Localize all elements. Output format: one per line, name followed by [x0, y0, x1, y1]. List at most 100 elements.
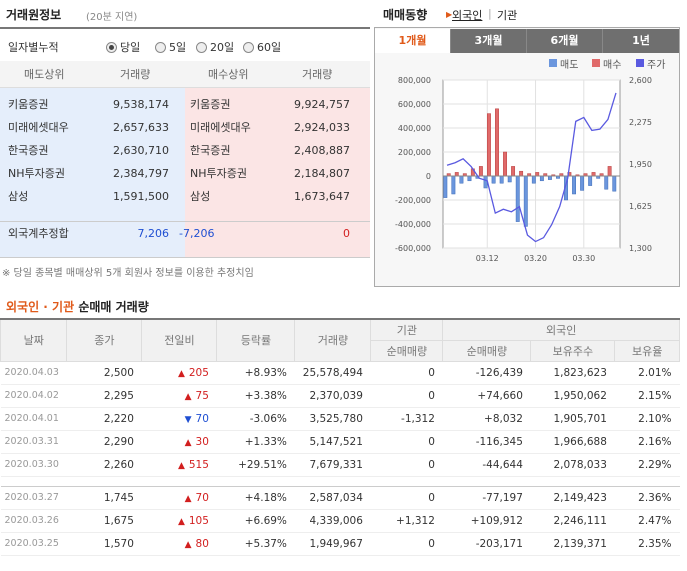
cell-date: 2020.04.03	[0, 361, 67, 385]
period-radio-1d[interactable]: 당일	[106, 39, 140, 55]
cell-foreign-net: -116,345	[442, 430, 531, 454]
header-foreign-ratio: 보유율	[614, 340, 680, 362]
buy-bar	[478, 166, 483, 177]
sell-bar	[604, 175, 609, 190]
radio-icon[interactable]	[155, 41, 166, 53]
y-right-tick-label: 2,600	[629, 76, 652, 85]
cell-change: ▲ 515	[141, 453, 217, 477]
foreign-sum-buy: 0	[343, 227, 350, 240]
cell-close: 2,295	[66, 384, 142, 408]
y-right-tick-label: 2,275	[629, 118, 652, 127]
link-separator: |	[488, 7, 492, 20]
cell-change: ▲ 75	[141, 384, 217, 408]
cell-foreign-ratio: 2.15%	[614, 384, 680, 408]
buy-bar	[454, 172, 459, 177]
sell-bar	[467, 175, 472, 182]
cell-close: 1,745	[66, 486, 142, 510]
cell-foreign-hold: 2,246,111	[530, 509, 615, 533]
tab-3month[interactable]: 3개월	[451, 29, 527, 53]
y-left-tick-label: 600,000	[398, 100, 431, 109]
y-left-tick-label: -600,000	[395, 244, 431, 253]
legend-sell-swatch	[549, 59, 557, 67]
radio-checked-icon[interactable]	[106, 41, 117, 53]
institution-link[interactable]: 기관	[497, 9, 518, 22]
cell-foreign-hold: 1,905,701	[530, 407, 615, 431]
legend-buy: 매수	[603, 60, 622, 71]
y-right-tick-label: 1,300	[629, 244, 652, 253]
cell-foreign-ratio: 2.29%	[614, 453, 680, 477]
header-foreign-net: 순매매량	[442, 340, 532, 362]
cell-volume: 7,679,331	[294, 453, 371, 477]
trend-title: 매매동향	[383, 8, 428, 22]
header-foreign-hold: 보유주수	[530, 340, 616, 362]
header-sell-volume: 거래량	[120, 68, 151, 81]
legend-buy-swatch	[592, 59, 600, 67]
cell-rate: +8.93%	[216, 361, 295, 385]
cell-close: 1,570	[66, 532, 142, 556]
y-left-tick-label: -400,000	[395, 220, 431, 229]
sell-bar	[483, 175, 488, 189]
y-left-tick-label: 0	[426, 172, 431, 181]
net-trading-body: 2020.04.03 2,500 ▲ 205 +8.93% 25,578,494 0 -126…	[0, 361, 680, 556]
legend-price: 주가	[647, 60, 666, 71]
header-sell-top: 매도상위	[24, 68, 65, 81]
period-radio-60d[interactable]: 60일	[243, 39, 281, 55]
buy-bar	[495, 108, 499, 177]
cell-foreign-net: +74,660	[442, 384, 531, 408]
radio-icon[interactable]	[196, 41, 207, 53]
period-radio-5d[interactable]: 5일	[155, 39, 186, 55]
table-row: 2020.03.26 1,675 ▲ 105 +6.69% 4,339,006 +1,312…	[0, 509, 680, 533]
sell-bar	[459, 175, 464, 184]
header-buy-volume: 거래량	[302, 68, 333, 81]
buy-bar	[487, 113, 491, 177]
cell-close: 1,675	[66, 509, 142, 533]
header-rate: 등락률	[216, 318, 296, 362]
cell-volume: 4,339,006	[294, 509, 371, 533]
triangle-up-icon: ▲	[184, 539, 192, 550]
radio-icon[interactable]	[243, 41, 254, 53]
tab-6month[interactable]: 6개월	[527, 29, 603, 53]
sell-bar	[572, 175, 577, 195]
buy-bar	[519, 170, 524, 177]
triangle-up-icon: ▲	[184, 493, 192, 504]
cell-foreign-ratio: 2.01%	[614, 361, 680, 385]
cell-foreign-net: -203,171	[442, 532, 531, 556]
cell-foreign-hold: 2,078,033	[530, 453, 615, 477]
triangle-down-icon: ▼	[184, 414, 192, 425]
cell-inst-net: 0	[370, 430, 443, 454]
sell-broker-volume: 9,538,174	[113, 98, 169, 111]
cell-date: 2020.04.02	[0, 384, 67, 408]
cell-volume: 5,147,521	[294, 430, 371, 454]
cell-foreign-hold: 1,823,623	[530, 361, 615, 385]
cell-volume: 2,587,034	[294, 486, 371, 510]
buy-broker-name: NH투자증권	[190, 167, 247, 180]
tab-1month[interactable]: 1개월	[375, 29, 451, 53]
table-row: 2020.04.02 2,295 ▲ 75 +3.38% 2,370,039 0 +74,66…	[0, 384, 680, 408]
sell-bar	[515, 175, 520, 222]
cell-foreign-ratio: 2.47%	[614, 509, 680, 533]
cell-volume: 25,578,494	[294, 361, 371, 385]
foreign-link[interactable]: 외국인	[452, 9, 483, 22]
sell-bar	[539, 175, 544, 182]
x-tick-label: 03.20	[524, 254, 547, 263]
buy-bar	[591, 172, 596, 177]
buy-bar	[535, 172, 540, 177]
sell-bar	[507, 175, 512, 183]
period-radio-20d[interactable]: 20일	[196, 39, 234, 55]
sell-bar	[580, 175, 585, 191]
cell-close: 2,220	[66, 407, 142, 431]
cell-date: 2020.03.30	[0, 453, 67, 477]
delay-note: (20분 지연)	[86, 12, 138, 23]
sell-bar	[499, 175, 504, 184]
cell-change: ▲ 30	[141, 430, 217, 454]
foreign-sum-diff: -7,206	[179, 227, 215, 240]
header-date: 날짜	[0, 318, 68, 362]
sell-broker-name: 키움증권	[8, 98, 49, 111]
sell-bar	[588, 175, 593, 186]
buy-broker-volume: 2,184,807	[294, 167, 350, 180]
tab-1year[interactable]: 1년	[603, 29, 679, 53]
cell-change: ▲ 205	[141, 361, 217, 385]
accum-label: 일자별누적	[8, 41, 59, 54]
trend-chart: 800,000 600,000 400,000 200,000 0 -200,000 -40…	[395, 76, 652, 263]
cell-change: ▲ 70	[141, 486, 217, 510]
